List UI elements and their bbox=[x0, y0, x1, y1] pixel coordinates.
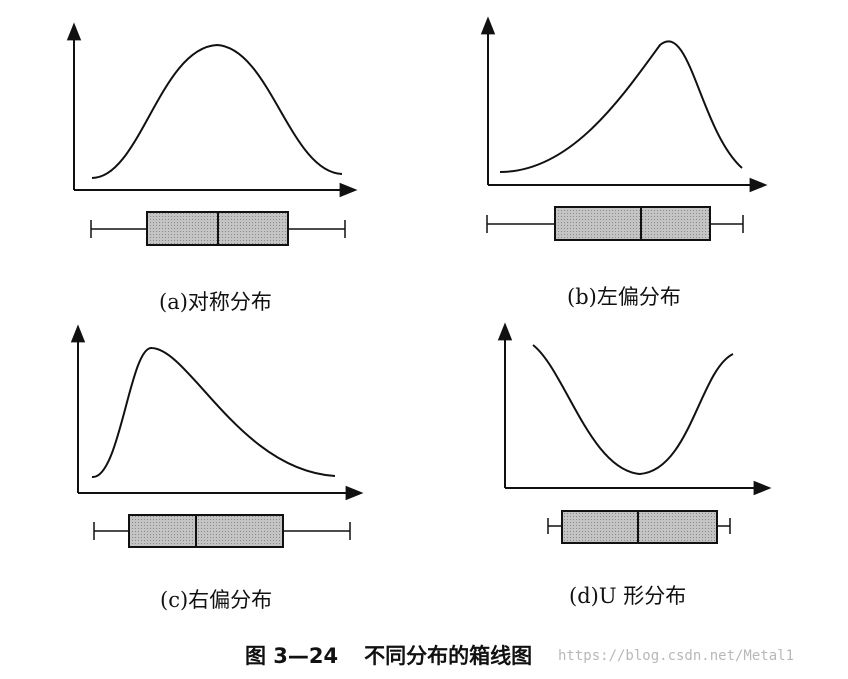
box-iqr bbox=[128, 514, 284, 548]
panel-label-right-skewed: (c)右偏分布 bbox=[160, 588, 273, 612]
caption-number: 图 3—24 bbox=[245, 644, 339, 668]
distribution-curve bbox=[499, 40, 743, 173]
panel-left-skewed bbox=[480, 16, 768, 241]
panel-label-symmetric: (a)对称分布 bbox=[159, 290, 272, 314]
box-iqr bbox=[561, 510, 718, 544]
figure-caption: 图 3—24 不同分布的箱线图 bbox=[245, 640, 532, 670]
watermark: https://blog.csdn.net/Metal1 bbox=[558, 648, 795, 664]
distribution-curve bbox=[91, 346, 336, 479]
panel-label-u-shaped: (d)U 形分布 bbox=[569, 584, 687, 608]
panel-right-skewed bbox=[70, 324, 364, 548]
panel-symmetric bbox=[66, 22, 358, 246]
panel-label-left-skewed: (b)左偏分布 bbox=[567, 285, 681, 309]
panel-u-shaped bbox=[497, 322, 772, 544]
distribution-curve bbox=[91, 43, 343, 179]
box-iqr bbox=[554, 206, 711, 241]
distribution-curve bbox=[532, 344, 734, 476]
caption-title: 不同分布的箱线图 bbox=[364, 644, 533, 668]
